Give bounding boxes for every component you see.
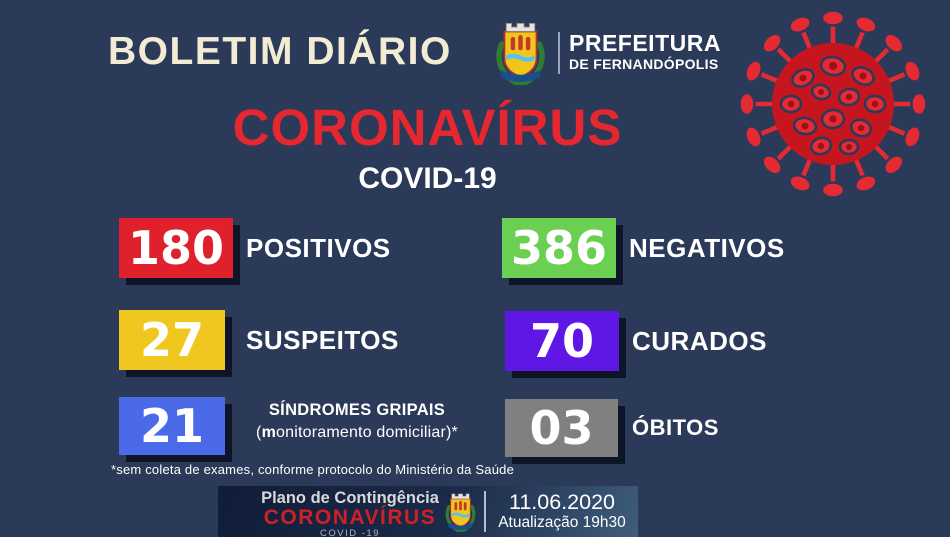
coat-of-arms-icon bbox=[492, 19, 549, 85]
stat-value-obitos: 03 bbox=[505, 399, 618, 457]
stat-value-curados: 70 bbox=[505, 311, 619, 371]
contingency-plan-block: Plano de Contingência CORONAVÍRUS COVID … bbox=[230, 489, 470, 537]
org-name-line1: PREFEITURA bbox=[569, 30, 721, 56]
footer-divider bbox=[484, 491, 486, 532]
footnote: *sem coleta de exames, conforme protocol… bbox=[111, 462, 515, 477]
sindromes-subtitle: (monitoramento domiciliar)* bbox=[256, 424, 458, 441]
hero-title: CORONAVÍRUS bbox=[232, 99, 623, 156]
plan-title: Plano de Contingência bbox=[261, 489, 439, 507]
bulletin-date: 11.06.2020 bbox=[508, 490, 615, 514]
coat-of-arms-icon bbox=[444, 489, 477, 534]
stat-value-positivos: 180 bbox=[119, 218, 233, 278]
page-title: BOLETIM DIÁRIO bbox=[108, 30, 452, 73]
sindromes-title: SÍNDROMES GRIPAIS bbox=[268, 401, 446, 419]
hero-subtitle: COVID-19 bbox=[358, 162, 497, 195]
footer-bar: Plano de Contingência CORONAVÍRUS COVID … bbox=[218, 486, 638, 537]
update-time: Atualização 19h30 bbox=[498, 514, 626, 531]
stat-value-negativos: 386 bbox=[502, 218, 616, 278]
plan-tag: COVID -19 bbox=[320, 528, 380, 537]
header-divider bbox=[558, 32, 560, 74]
stat-label-curados: CURADOS bbox=[632, 326, 767, 356]
stat-label-suspeitos: SUSPEITOS bbox=[246, 325, 399, 355]
stat-label-obitos: ÓBITOS bbox=[632, 415, 719, 440]
stat-value-suspeitos: 27 bbox=[119, 310, 225, 370]
hero-titles: CORONAVÍRUS COVID-19 bbox=[0, 100, 855, 196]
stat-label-sindromes-gripais: SÍNDROMES GRIPAIS (monitoramento domicil… bbox=[238, 401, 476, 442]
org-name: PREFEITURA DE FERNANDÓPOLIS bbox=[569, 30, 721, 73]
stat-label-positivos: POSITIVOS bbox=[246, 233, 391, 263]
stat-value-sindromes-gripais: 21 bbox=[119, 397, 225, 455]
org-name-line2: DE FERNANDÓPOLIS bbox=[569, 56, 719, 72]
stat-label-negativos: NEGATIVOS bbox=[629, 233, 785, 263]
plan-subtitle: CORONAVÍRUS bbox=[263, 506, 437, 529]
update-info: 11.06.2020 Atualização 19h30 bbox=[492, 490, 632, 532]
